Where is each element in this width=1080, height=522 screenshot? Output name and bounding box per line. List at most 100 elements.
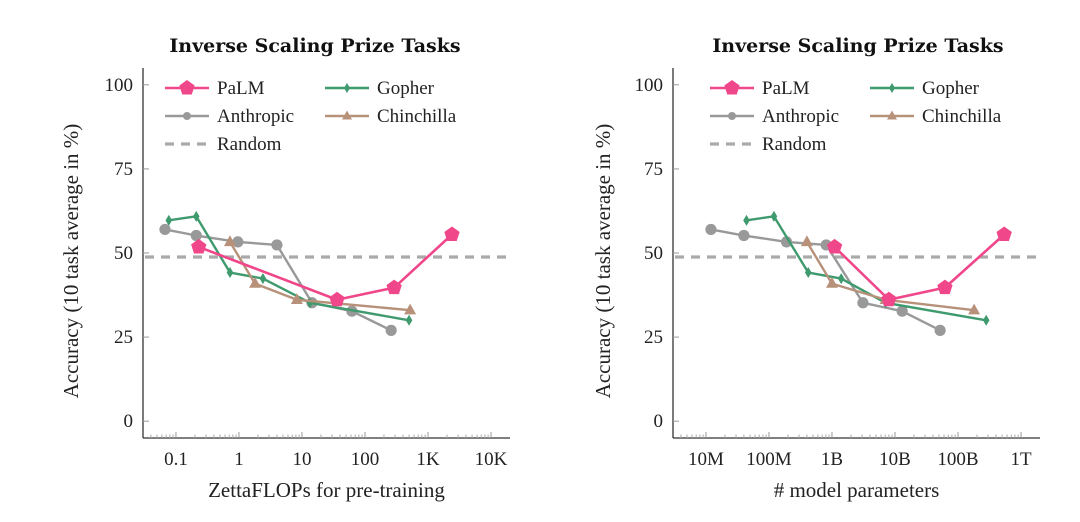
series-palm: [826, 226, 1012, 307]
data-point-gopher: [405, 314, 413, 326]
series-line-gopher: [746, 215, 987, 322]
y-axis-label: Accuracy (10 task average in %): [59, 124, 83, 399]
data-point-chinchilla: [825, 277, 838, 288]
y-tick-label: 100: [105, 75, 134, 96]
series-chinchilla: [223, 235, 417, 315]
series-anthropic: [705, 223, 946, 336]
legend-item-chinchilla: Chinchilla: [325, 106, 457, 127]
legend-item-anthropic: Anthropic: [165, 106, 294, 127]
data-point-palm: [386, 279, 402, 295]
x-tick-label: 100B: [937, 449, 978, 470]
series-line-chinchilla: [805, 241, 975, 312]
data-point-chinchilla: [800, 235, 813, 247]
y-tick-label: 25: [644, 327, 663, 348]
x-tick-label: 1B: [821, 449, 843, 470]
x-tick-label: 100: [351, 449, 380, 470]
y-tick-label: 75: [644, 159, 663, 180]
legend-label: Chinchilla: [922, 106, 1002, 127]
legend-item-random: Random: [165, 134, 282, 155]
data-point-chinchilla: [249, 277, 262, 288]
legend-label: Gopher: [922, 78, 980, 99]
data-point-palm: [191, 238, 207, 254]
legend-label: Chinchilla: [377, 106, 457, 127]
data-point-gopher: [982, 314, 990, 326]
data-point-anthropic: [934, 324, 946, 336]
data-point-anthropic: [159, 223, 171, 236]
x-tick-label: 1K: [416, 449, 440, 470]
x-tick-label: 10: [292, 449, 311, 470]
legend: PaLM Gopher Anthropic Chinchilla Random: [165, 78, 457, 155]
data-point-anthropic: [780, 236, 793, 248]
data-point-palm: [444, 226, 460, 242]
y-tick-label: 75: [114, 159, 133, 180]
legend-item-anthropic: Anthropic: [710, 106, 839, 127]
chart-title: Inverse Scaling Prize Tasks: [712, 35, 1003, 57]
legend-label: Anthropic: [762, 106, 839, 127]
data-point-anthropic: [705, 223, 717, 236]
y-axis-label: Accuracy (10 task average in %): [591, 124, 615, 399]
legend-label: Random: [217, 134, 282, 155]
y-tick-label: 50: [114, 243, 133, 264]
legend-label: PaLM: [762, 78, 810, 99]
legend-marker-chinchilla: [342, 110, 352, 120]
data-point-anthropic: [385, 324, 397, 336]
legend-label: Gopher: [377, 78, 435, 99]
legend-marker-anthropic: [183, 112, 191, 120]
x-tick-label: 100M: [746, 449, 792, 470]
x-tick-label: 0.1: [164, 449, 188, 470]
data-point-chinchilla: [404, 303, 417, 315]
legend-marker-anthropic: [728, 112, 736, 120]
data-point-palm: [826, 238, 843, 254]
x-tick-label: 1: [234, 449, 244, 470]
y-tick-label: 25: [114, 327, 133, 348]
legend-label: Anthropic: [217, 106, 294, 127]
data-point-palm: [881, 291, 897, 307]
data-point-chinchilla: [290, 293, 303, 304]
legend-item-palm: PaLM: [710, 78, 810, 99]
data-point-gopher: [804, 267, 812, 279]
legend-item-palm: PaLM: [165, 78, 265, 99]
series-palm: [191, 226, 460, 307]
y-tick-label: 0: [654, 411, 664, 432]
legend-label: PaLM: [217, 78, 265, 99]
legend-item-gopher: Gopher: [325, 78, 435, 99]
series-gopher: [165, 210, 413, 326]
legend-marker-gopher: [889, 83, 895, 93]
x-tick-label: 10K: [475, 449, 508, 470]
legend-item-gopher: Gopher: [870, 78, 980, 99]
data-point-anthropic: [896, 305, 908, 317]
y-tick-label: 100: [635, 75, 664, 96]
data-point-gopher: [837, 273, 845, 285]
data-point-palm: [329, 291, 345, 307]
data-point-anthropic: [190, 229, 202, 242]
data-point-chinchilla: [223, 235, 236, 247]
legend-item-random: Random: [710, 134, 827, 155]
legend: PaLM Gopher Anthropic Chinchilla Random: [710, 78, 1002, 155]
data-point-gopher: [259, 273, 267, 285]
x-tick-label: 10B: [879, 449, 911, 470]
data-point-anthropic: [857, 297, 869, 309]
data-point-anthropic: [738, 229, 750, 242]
legend-marker-chinchilla: [887, 110, 897, 120]
series-anthropic: [159, 223, 397, 336]
data-point-chinchilla: [968, 303, 981, 315]
data-point-gopher: [770, 210, 778, 222]
x-tick-label: 1T: [1010, 449, 1032, 470]
y-tick-label: 0: [124, 411, 134, 432]
data-point-palm: [937, 279, 953, 295]
data-point-gopher: [226, 267, 234, 279]
x-axis-label: # model parameters: [774, 478, 940, 502]
x-tick-label: 10M: [688, 449, 724, 470]
legend-item-chinchilla: Chinchilla: [870, 106, 1002, 127]
legend-marker-gopher: [344, 83, 350, 93]
data-point-anthropic: [271, 239, 283, 251]
series-line-palm: [833, 233, 1006, 302]
chart-title: Inverse Scaling Prize Tasks: [169, 35, 460, 57]
data-point-gopher: [192, 210, 200, 222]
data-point-palm: [996, 226, 1012, 242]
y-tick-label: 50: [644, 243, 663, 264]
series-line-palm: [198, 233, 453, 302]
x-axis-label: ZettaFLOPs for pre-training: [208, 478, 445, 502]
chart-panel-left: Inverse Scaling Prize Tasks 0 25 50 75 100 0.1…: [59, 35, 510, 502]
